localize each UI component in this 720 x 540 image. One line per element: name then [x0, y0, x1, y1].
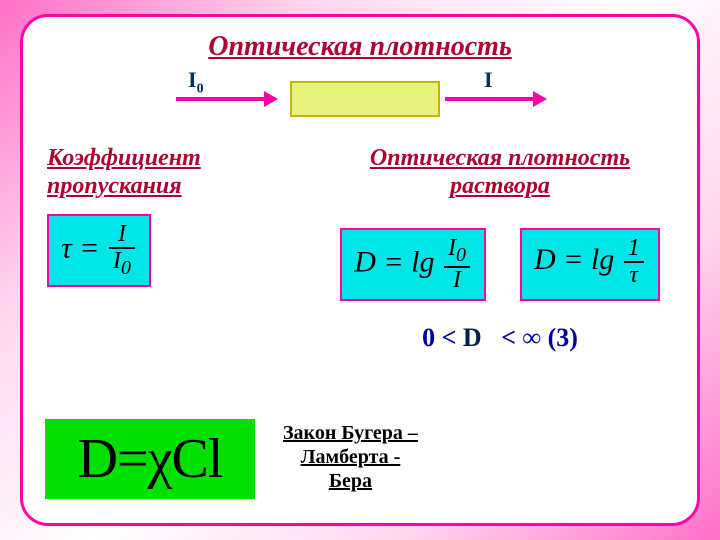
d-formula-1: D = lg I0 I [340, 228, 486, 301]
beer-lambert-formula: D=χCl [45, 419, 255, 499]
slide-card: Оптическая плотность I0 I Коэффициент пр… [20, 14, 700, 526]
trans-h2: пропускания [47, 173, 182, 199]
light-diagram: I0 I [150, 73, 570, 129]
label-I: I [484, 67, 493, 93]
d2-num: 1 [624, 236, 644, 263]
d2-fraction: 1 τ [624, 236, 644, 288]
range-zero: 0 [422, 323, 435, 352]
range-d: D [463, 323, 482, 352]
range-lt1: < [442, 323, 457, 352]
tau-num: I [109, 222, 135, 249]
I0-sub: 0 [197, 81, 204, 96]
arrow-incident [176, 97, 266, 101]
tau-formula: τ = I I0 [47, 214, 151, 287]
law-name: Закон Бугера – Ламберта - Бера [283, 421, 418, 493]
sample-cell [290, 81, 440, 117]
d1-den: I [444, 268, 470, 293]
range-tag: (3) [548, 323, 578, 352]
left-column: Коэффициент пропускания τ = I I0 [47, 145, 297, 353]
density-formulas: D = lg I0 I D = lg 1 τ [327, 214, 673, 301]
page-title: Оптическая плотность [47, 31, 673, 63]
dens-h2: раствора [450, 173, 550, 199]
columns: Коэффициент пропускания τ = I I0 Оптичес… [47, 145, 673, 353]
law-line3: Бера [329, 470, 372, 492]
d2-den: τ [624, 263, 644, 288]
I0-base: I [188, 67, 197, 92]
d1-num: I0 [444, 236, 470, 268]
d1-lhs: D = lg [354, 246, 434, 279]
law-line2: Ламберта - [301, 446, 401, 468]
tau-lhs: τ = [61, 232, 99, 265]
d1-fraction: I0 I [444, 236, 470, 293]
label-I0: I0 [188, 67, 204, 97]
dens-h1: Оптическая плотность [370, 145, 630, 171]
law-line1: Закон Бугера – [283, 422, 418, 444]
density-heading: Оптическая плотность раствора [327, 145, 673, 200]
tau-fraction: I I0 [109, 222, 135, 279]
range-inf: ∞ [523, 323, 542, 352]
range-inequality: 0 < D < ∞ (3) [327, 323, 673, 353]
trans-h1: Коэффициент [47, 145, 201, 171]
d-formula-2: D = lg 1 τ [520, 228, 660, 301]
d2-lhs: D = lg [534, 243, 614, 276]
tau-den: I0 [109, 249, 135, 279]
range-lt2: < [501, 323, 516, 352]
arrow-transmitted [445, 97, 535, 101]
transmittance-heading: Коэффициент пропускания [47, 145, 297, 200]
right-column: Оптическая плотность раствора D = lg I0 … [327, 145, 673, 353]
